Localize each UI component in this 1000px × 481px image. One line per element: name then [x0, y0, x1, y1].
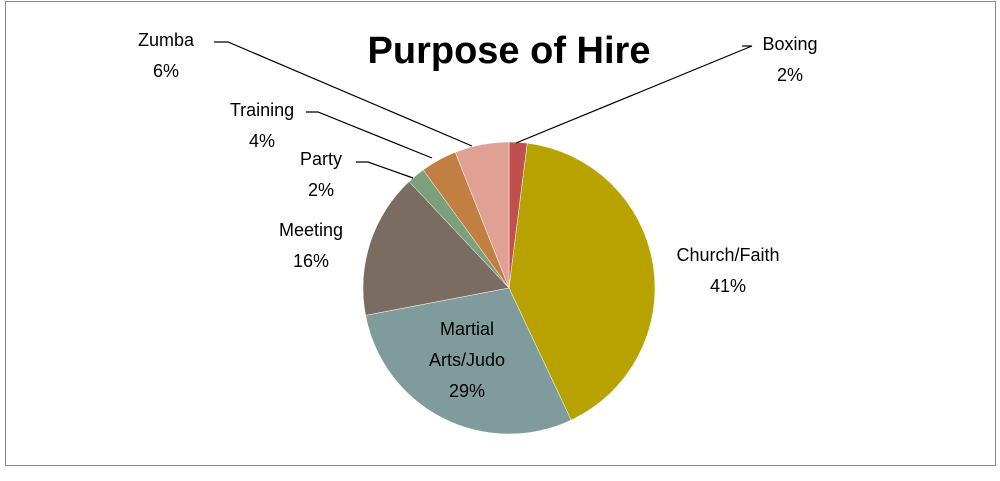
- leader-line: [306, 111, 433, 159]
- data-label: Training 4%: [202, 95, 322, 157]
- value-label: 4%: [248, 131, 275, 151]
- data-label: Boxing 2%: [730, 29, 850, 91]
- value-label: 2%: [307, 180, 334, 200]
- pie-slice: [362, 181, 510, 316]
- leader-line: [356, 161, 414, 179]
- category-label: Boxing: [762, 34, 818, 54]
- value-label: 6%: [152, 61, 179, 81]
- category-label: Party: [299, 149, 342, 169]
- value-label: 29%: [448, 381, 486, 401]
- chart-title: Purpose of Hire: [367, 30, 651, 72]
- pie-slice: [454, 141, 510, 289]
- category-label: Zumba: [137, 30, 195, 50]
- pie-slice: [508, 142, 656, 421]
- value-label: 16%: [292, 251, 330, 271]
- data-label: Church/Faith 41%: [648, 240, 808, 302]
- value-label: 2%: [776, 65, 803, 85]
- data-label: Zumba 6%: [116, 25, 216, 87]
- chart-frame: [5, 1, 996, 466]
- category-label: Training: [229, 100, 295, 120]
- value-label: 41%: [709, 276, 747, 296]
- data-label: Meeting 16%: [251, 215, 371, 277]
- category-label: Meeting: [278, 220, 344, 240]
- category-label: Martial Arts/Judo: [428, 319, 506, 370]
- category-label: Church/Faith: [676, 245, 780, 265]
- leader-line: [214, 41, 473, 147]
- data-label: Martial Arts/Judo 29%: [412, 314, 522, 407]
- pie-slice: [365, 287, 572, 435]
- data-label: Party 2%: [281, 144, 361, 206]
- leader-line: [515, 45, 753, 144]
